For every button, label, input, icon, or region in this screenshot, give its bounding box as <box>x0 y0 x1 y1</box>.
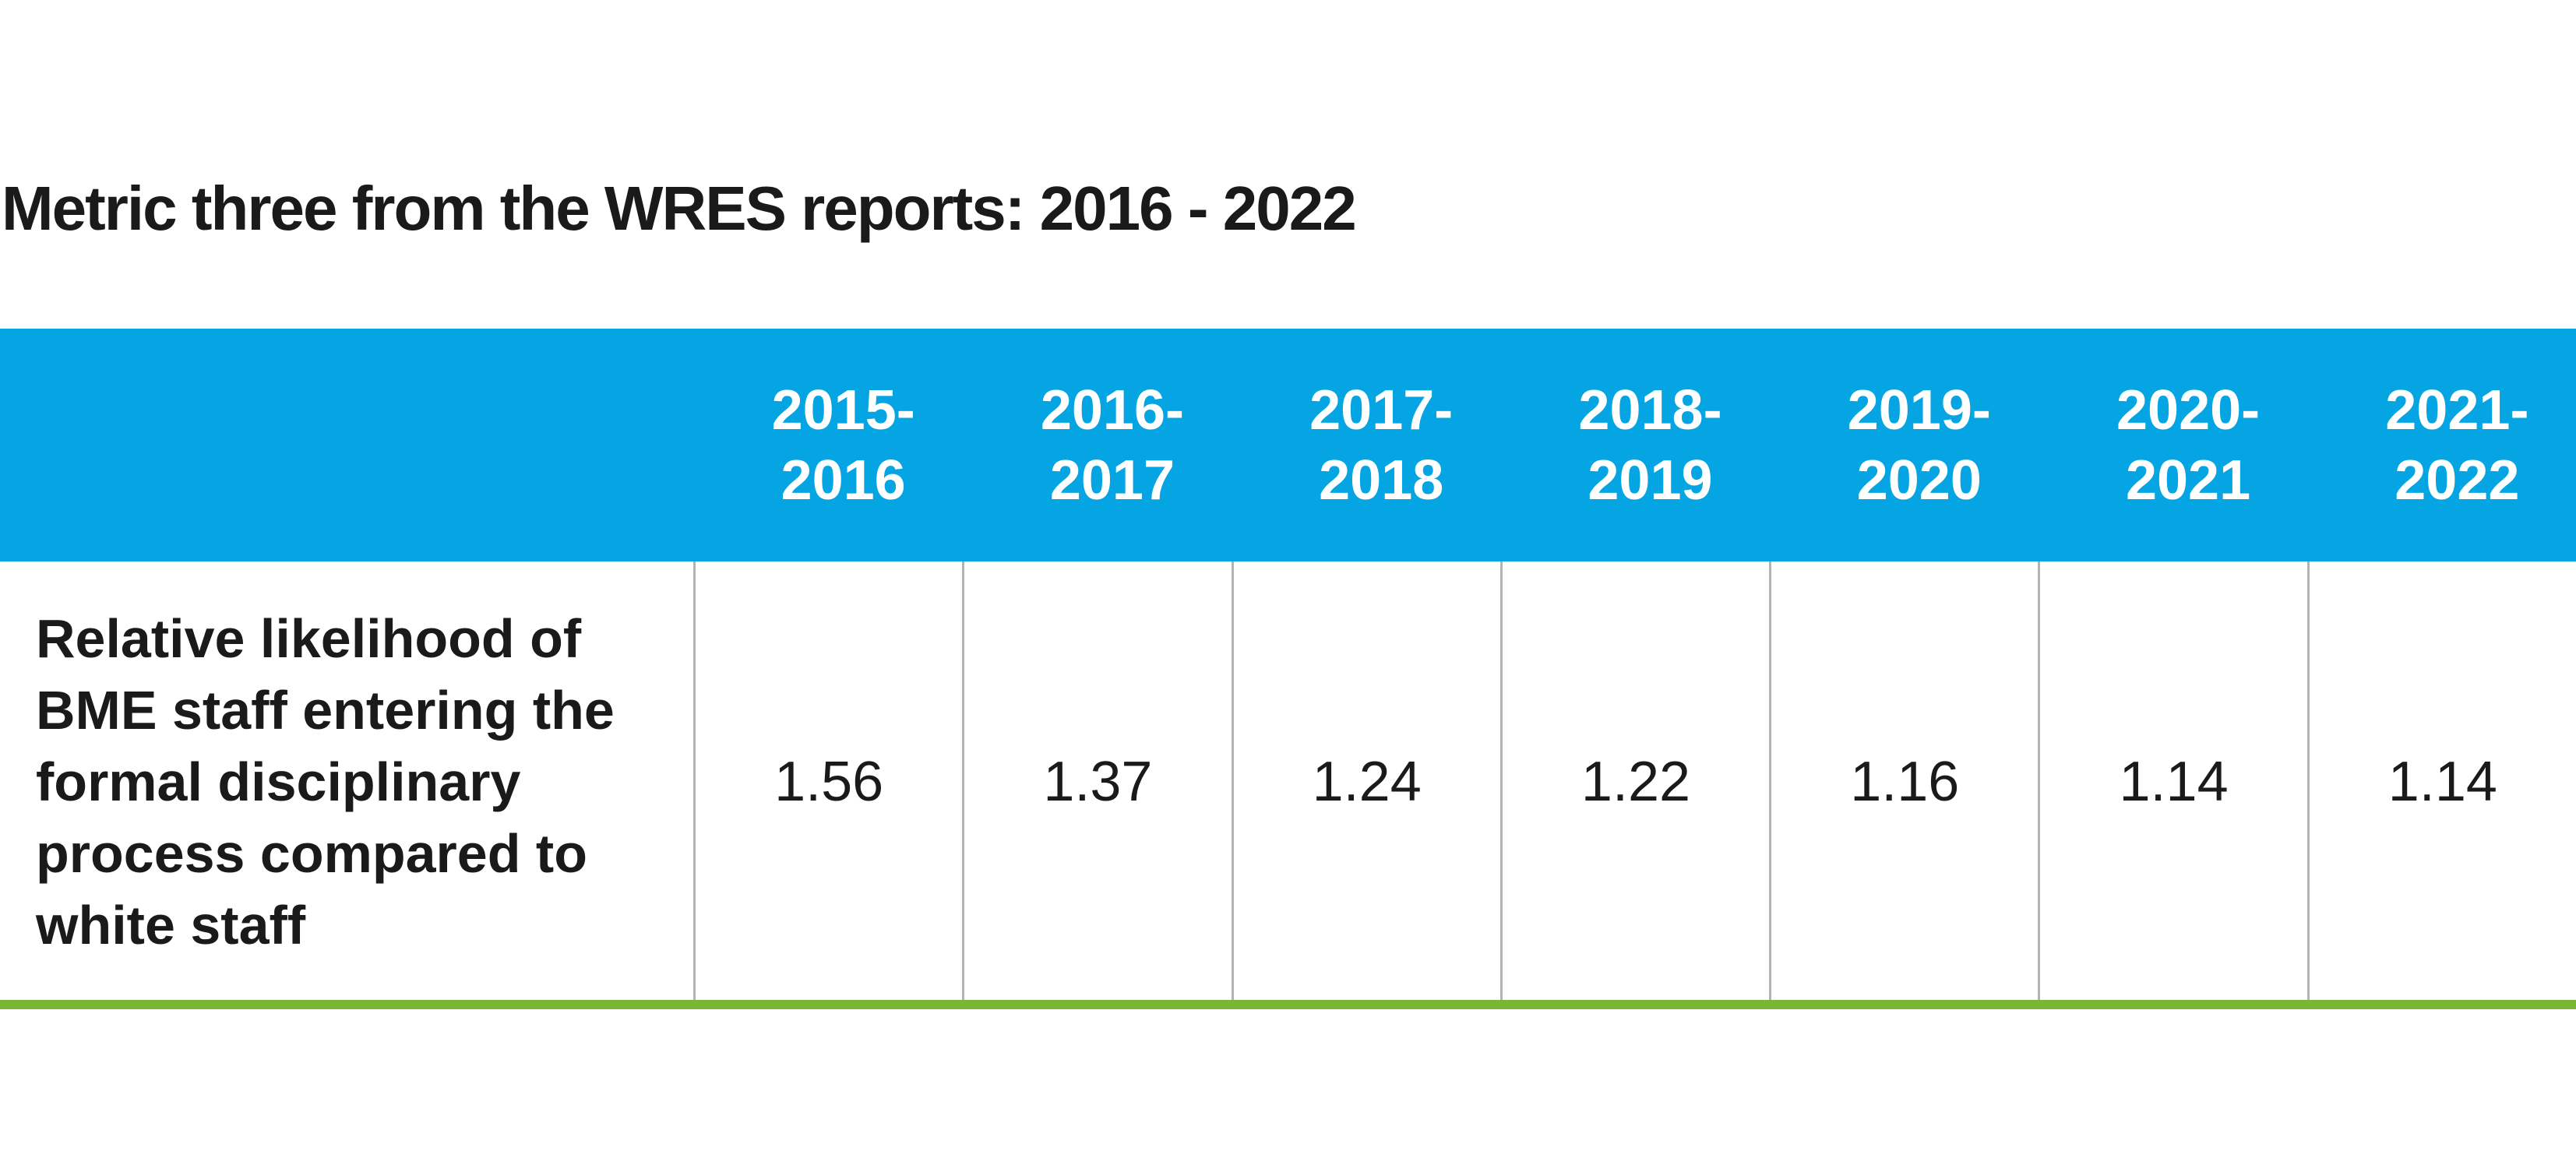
column-header: 2021-2022 <box>2307 329 2576 561</box>
column-header: 2020-2021 <box>2038 329 2306 561</box>
table-title: Metric three from the WRES reports: 2016… <box>2 174 1357 243</box>
column-header-text: 2021-2022 <box>2385 378 2529 512</box>
value-cell: 1.14 <box>2306 561 2576 1001</box>
column-header: 2016-2017 <box>962 329 1231 561</box>
column-header-text: 2015-2016 <box>771 378 915 512</box>
column-header-text: 2017-2018 <box>1309 378 1454 512</box>
column-header: 2018-2019 <box>1500 329 1769 561</box>
value-cell: 1.22 <box>1499 561 1769 1001</box>
column-header: 2015-2016 <box>693 329 962 561</box>
header-row: 2015-2016 2016-2017 2017-2018 2018-2019 2019… <box>0 329 2576 561</box>
bottom-rule <box>0 1000 2576 1009</box>
column-header-text: 2018-2019 <box>1578 378 1722 512</box>
body-row: Relative likelihood of BME staff enterin… <box>0 561 2576 1001</box>
row-label: Relative likelihood of BME staff enterin… <box>36 607 615 956</box>
column-header-text: 2020-2021 <box>2116 378 2261 512</box>
column-header: 2017-2018 <box>1232 329 1500 561</box>
value-cell: 1.37 <box>962 561 1231 1001</box>
value-cell: 1.16 <box>1769 561 2038 1001</box>
value-cell: 1.56 <box>693 561 962 1001</box>
value-cell: 1.24 <box>1231 561 1500 1001</box>
column-header-text: 2019-2020 <box>1847 378 1991 512</box>
column-header: 2019-2020 <box>1769 329 2038 561</box>
value-cell: 1.14 <box>2038 561 2306 1001</box>
column-header-text: 2016-2017 <box>1040 378 1184 512</box>
